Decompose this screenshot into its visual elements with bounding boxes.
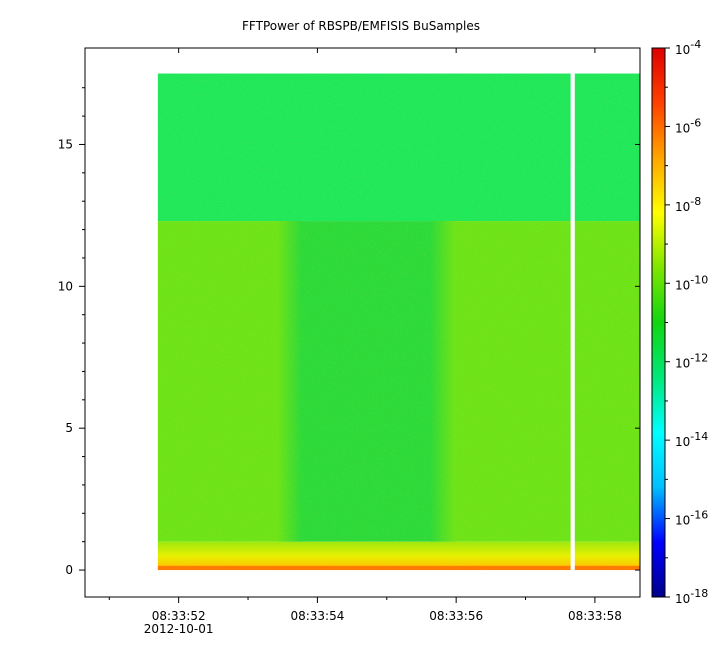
x-tick-label: 08:33:52 — [152, 609, 206, 623]
x-tick-label: 08:33:58 — [568, 609, 622, 623]
colorbar-tick-label: 10-8 — [675, 195, 701, 214]
colorbar-tick-label: 10-14 — [675, 430, 708, 449]
y-tick-label: 15 — [58, 137, 73, 151]
colorbar: 10-18 10-16 10-14 10-12 10-10 10-8 10-6 10-4 — [651, 38, 708, 606]
colorbar-tick-label: 10-4 — [675, 38, 701, 57]
x-tick-label: 08:33:54 — [290, 609, 344, 623]
y-axis: 0 5 10 15 — [58, 87, 640, 577]
colorbar-tick-label: 10-18 — [675, 587, 708, 606]
colorbar-strip — [651, 47, 666, 598]
x-tick-label: 08:33:56 — [429, 609, 483, 623]
chart-title: FFTPower of RBSPB/EMFISIS BuSamples — [242, 19, 480, 33]
plot-area — [84, 47, 641, 598]
y-tick-label: 10 — [58, 279, 73, 293]
data-gap — [570, 73, 575, 571]
spectrogram-noise-texture — [157, 73, 640, 571]
y-tick-label: 5 — [65, 421, 73, 435]
x-date-label: 2012-10-01 — [144, 622, 214, 636]
y-tick-label: 0 — [65, 563, 73, 577]
plot-frame — [84, 47, 641, 598]
colorbar-tick-label: 10-12 — [675, 352, 708, 371]
colorbar-tick-label: 10-16 — [675, 509, 708, 528]
colorbar-tick-label: 10-10 — [675, 273, 708, 292]
x-axis: 08:33:52 08:33:54 08:33:56 08:33:58 2012-10-… — [108, 48, 622, 636]
colorbar-tick-label: 10-6 — [675, 116, 701, 135]
